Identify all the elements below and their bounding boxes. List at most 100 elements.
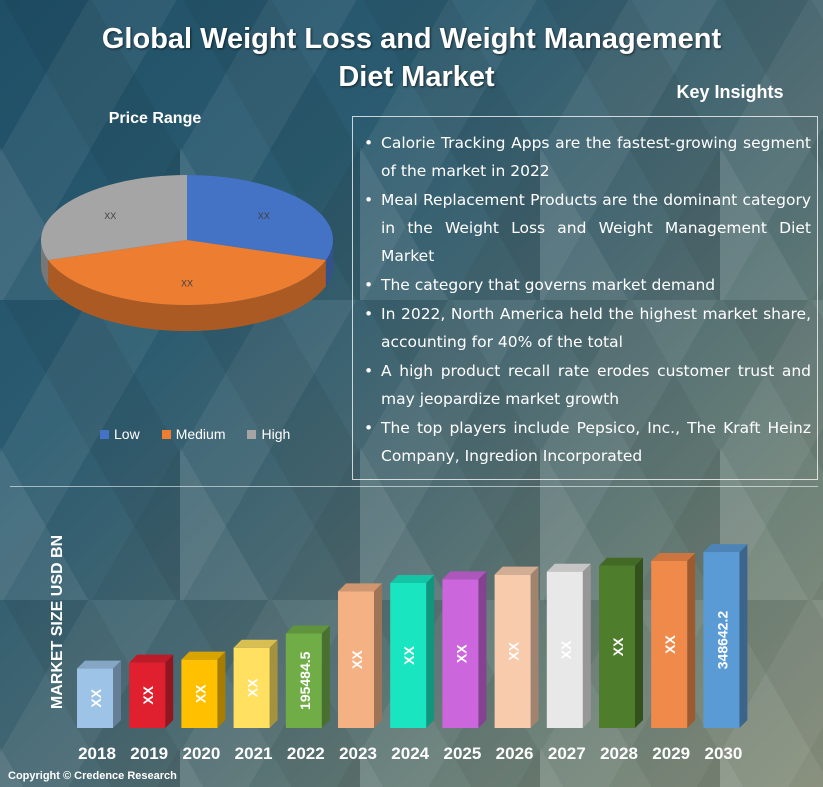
bar-2028: XX — [599, 557, 643, 728]
bar-front — [390, 582, 427, 728]
pie-slice-low — [187, 175, 333, 261]
bar-front — [181, 659, 218, 728]
bar-2018: XX — [77, 660, 121, 728]
bar-2021: XX — [233, 639, 278, 728]
bar-side — [478, 571, 487, 728]
insight-item: Calorie Tracking Apps are the fastest-gr… — [361, 129, 811, 185]
insight-item: The category that governs market demand — [361, 271, 811, 299]
bar-data-label: XX — [662, 635, 678, 654]
bar-data-label: XX — [610, 637, 626, 656]
bar-side — [530, 566, 539, 728]
bar-2024: XX — [390, 574, 435, 728]
title-line-1: Global Weight Loss and Weight Management — [101, 23, 722, 55]
x-tick-label: 2029 — [652, 744, 690, 763]
bar-top — [77, 660, 121, 669]
bar-top — [442, 571, 487, 580]
bar-top — [285, 625, 330, 634]
bar-data-label: 195484.5 — [297, 651, 313, 710]
bar-front — [285, 633, 322, 728]
bar-data-label: XX — [401, 646, 417, 665]
bar-data-label: XX — [558, 640, 574, 659]
pie-chart-title: Price Range — [108, 110, 202, 127]
bar-top — [181, 651, 226, 660]
x-tick-label: 2023 — [339, 744, 377, 763]
bar-top — [703, 544, 748, 553]
bar-side — [217, 651, 226, 728]
legend-item-low: Low — [100, 426, 140, 442]
page-title: Global Weight Loss and Weight Management… — [0, 20, 823, 96]
bar-data-label: 348642.2 — [714, 611, 730, 670]
pie-slice-side — [325, 240, 333, 287]
bar-front — [703, 552, 740, 728]
bar-front — [77, 668, 113, 728]
x-tick-label: 2026 — [496, 744, 534, 763]
legend-swatch — [100, 429, 109, 439]
bar-side — [269, 639, 278, 728]
copyright-text: Copyright © Credence Research — [8, 770, 177, 782]
insight-item: The top players include Pepsico, Inc., T… — [361, 414, 811, 470]
bar-2029: XX — [651, 553, 696, 728]
x-tick-label: 2022 — [287, 744, 325, 763]
section-divider — [10, 486, 818, 487]
pie-data-label: XX — [181, 278, 193, 288]
bar-top — [494, 566, 539, 575]
legend-swatch — [247, 429, 257, 439]
insight-item: Meal Replacement Products are the domina… — [361, 186, 811, 270]
x-tick-label: 2021 — [235, 744, 273, 763]
x-tick-label: 2019 — [130, 744, 168, 763]
key-insights-box: Calorie Tracking Apps are the fastest-gr… — [352, 116, 818, 480]
x-tick-label: 2018 — [78, 744, 116, 763]
bar-front — [599, 565, 635, 728]
pie-slice-side — [48, 260, 326, 331]
x-tick-label: 2028 — [600, 744, 638, 763]
bar-side — [635, 557, 643, 728]
bar-data-label: XX — [245, 678, 261, 697]
pie-legend: Low Medium High — [100, 426, 290, 442]
bar-top — [546, 563, 591, 572]
x-tick-label: 2027 — [548, 744, 586, 763]
bar-front — [129, 662, 166, 728]
bar-top — [599, 557, 643, 566]
pie-data-label: XX — [104, 211, 116, 221]
x-tick-label: 2024 — [391, 744, 429, 763]
bar-2027: XX — [546, 563, 591, 728]
bar-side — [321, 625, 330, 728]
bar-2023: XX — [338, 583, 382, 728]
bar-top — [233, 639, 278, 648]
key-insights-heading: Key Insights — [676, 82, 784, 102]
bar-data-label: XX — [349, 650, 365, 669]
bar-side — [165, 654, 174, 728]
bar-top — [338, 583, 382, 592]
legend-item-medium: Medium — [161, 426, 225, 442]
bar-data-label: XX — [140, 685, 156, 704]
bar-2030: 348642.2 — [703, 544, 748, 728]
key-insights-list: Calorie Tracking Apps are the fastest-gr… — [361, 129, 811, 470]
insight-item: In 2022, North America held the highest … — [361, 300, 811, 356]
bar-front — [494, 574, 531, 728]
bar-front — [442, 579, 479, 728]
pie-slice-medium — [48, 240, 326, 305]
bar-top — [651, 553, 696, 562]
x-tick-label: 2020 — [182, 744, 220, 763]
bar-top — [129, 654, 174, 663]
pie-side-walls — [41, 240, 333, 331]
legend-item-high: High — [247, 426, 290, 442]
bar-2019: XX — [129, 654, 174, 728]
bar-side — [582, 563, 591, 728]
pie-data-label: XX — [258, 211, 270, 221]
bar-front — [338, 591, 374, 728]
bar-2026: XX — [494, 566, 539, 728]
x-tick-label: 2025 — [443, 744, 481, 763]
bar-2025: XX — [442, 571, 487, 728]
market-size-bar-chart: XX 2018 XX 2019 XX 2020 XX 2021 195484.5 2022 XX 20… — [77, 544, 748, 763]
bar-top — [390, 574, 435, 583]
bar-front — [546, 571, 583, 728]
bar-side — [374, 583, 382, 728]
bar-data-label: XX — [88, 688, 104, 707]
title-line-2: Diet Market — [338, 61, 495, 93]
legend-label: High — [261, 426, 291, 442]
bar-data-label: XX — [506, 641, 522, 660]
bar-front — [233, 647, 270, 728]
bar-data-label: XX — [453, 644, 469, 663]
insight-item: A high product recall rate erodes custom… — [361, 357, 811, 413]
